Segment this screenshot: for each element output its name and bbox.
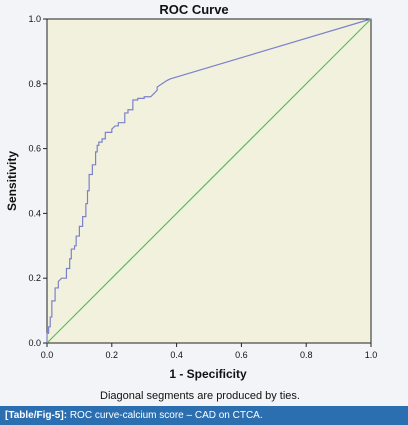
- x-tick-label: 0.2: [106, 350, 119, 360]
- chart-footnote: Diagonal segments are produced by ties.: [100, 390, 300, 402]
- y-tick-label: 0.4: [28, 208, 41, 218]
- chart-svg: 0.0 0.2 0.4 0.6 0.8 1.0 0.0 0.2 0.4 0.6 0.8 1.0 ROC…: [5, 2, 377, 402]
- caption-label: [Table/Fig-5]:: [5, 410, 68, 421]
- chart-title: ROC Curve: [159, 2, 228, 17]
- roc-curve-line: [46, 18, 372, 343]
- figure-caption: [Table/Fig-5]: ROC curve-calcium score –…: [0, 406, 408, 425]
- x-tick-label: 0.6: [235, 350, 248, 360]
- x-tick-label: 1.0: [365, 350, 378, 360]
- x-tick-label: 0.4: [170, 350, 183, 360]
- x-axis-label: 1 - Specificity: [169, 367, 247, 381]
- roc-chart: 0.0 0.2 0.4 0.6 0.8 1.0 0.0 0.2 0.4 0.6 0.8 1.0 ROC…: [0, 0, 408, 406]
- y-tick-label: 0.8: [28, 79, 41, 89]
- y-axis-label: Sensitivity: [5, 151, 19, 211]
- axis-ticks: 0.0 0.2 0.4 0.6 0.8 1.0 0.0 0.2 0.4 0.6 0.8 1.0: [28, 14, 377, 360]
- y-tick-label: 0.6: [28, 144, 41, 154]
- x-tick-label: 0.0: [41, 350, 54, 360]
- y-tick-label: 0.2: [28, 273, 41, 283]
- x-tick-label: 0.8: [300, 350, 313, 360]
- series-layer: [46, 18, 372, 344]
- reference-diagonal-line: [46, 18, 372, 344]
- caption-text: ROC curve-calcium score – CAD on CTCA.: [69, 410, 263, 421]
- y-tick-label: 0.0: [28, 338, 41, 348]
- y-tick-label: 1.0: [28, 14, 41, 24]
